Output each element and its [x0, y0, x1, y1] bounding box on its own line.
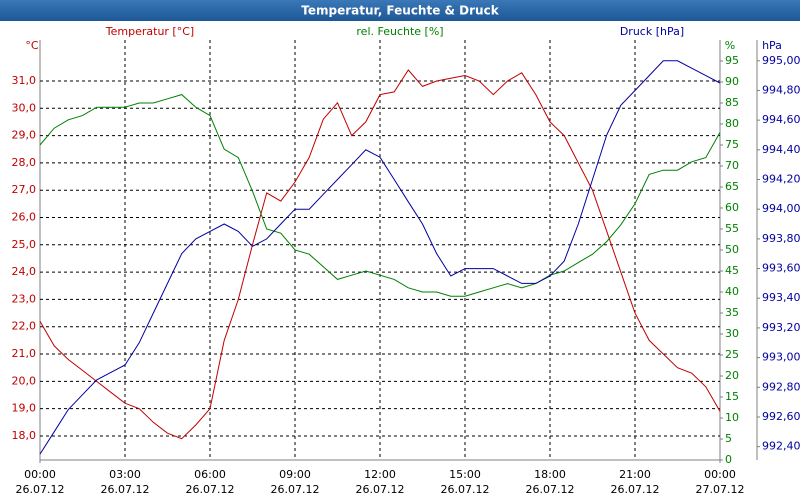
y-tick-label: 26,0 [12, 211, 37, 224]
y2-tick-label: 5 [725, 432, 732, 445]
y-tick-label: 31,0 [12, 74, 37, 87]
y2-tick-label: 55 [725, 222, 739, 235]
chart-title: Temperatur, Feuchte & Druck [301, 4, 499, 18]
x-tick-label: 03:00 [109, 468, 141, 481]
x-tick-label: 09:00 [279, 468, 311, 481]
y2-tick-label: 50 [725, 243, 739, 256]
y3-tick-label: 992,80 [762, 380, 800, 393]
y-unit: °C [25, 39, 39, 52]
y2-tick-label: 10 [725, 411, 739, 424]
x-tick-date: 26.07.12 [611, 483, 660, 496]
y-tick-label: 30,0 [12, 101, 37, 114]
x-tick-date: 26.07.12 [16, 483, 65, 496]
y-tick-label: 21,0 [12, 347, 37, 360]
y-tick-label: 25,0 [12, 238, 37, 251]
y2-tick-label: 95 [725, 54, 739, 67]
x-tick-date: 26.07.12 [356, 483, 405, 496]
y3-tick-label: 993,80 [762, 232, 800, 245]
y2-tick-label: 25 [725, 348, 739, 361]
y3-tick-label: 993,60 [762, 262, 800, 275]
y3-tick-label: 993,20 [762, 321, 800, 334]
y-tick-label: 18,0 [12, 429, 37, 442]
y2-tick-label: 0 [725, 453, 732, 466]
y-tick-label: 20,0 [12, 374, 37, 387]
y2-tick-label: 35 [725, 306, 739, 319]
y-tick-label: 24,0 [12, 265, 37, 278]
y2-tick-label: 40 [725, 285, 739, 298]
y-tick-label: 29,0 [12, 129, 37, 142]
x-tick-date: 26.07.12 [271, 483, 320, 496]
series-line [39, 69, 721, 440]
series-line [39, 94, 721, 297]
y3-tick-label: 992,60 [762, 410, 800, 423]
x-tick-date: 26.07.12 [441, 483, 490, 496]
y3-tick-label: 992,40 [762, 440, 800, 453]
y2-tick-label: 75 [725, 138, 739, 151]
y-tick-label: 27,0 [12, 183, 37, 196]
y2-tick-label: 80 [725, 117, 739, 130]
x-tick-label: 00:00 [704, 468, 736, 481]
y3-tick-label: 994,80 [762, 83, 800, 96]
y2-tick-label: 45 [725, 264, 739, 277]
x-tick-label: 00:00 [24, 468, 56, 481]
y3-tick-label: 994,60 [762, 113, 800, 126]
y2-tick-label: 70 [725, 159, 739, 172]
y3-axis-title: Druck [hPa] [620, 25, 684, 38]
series-line [39, 60, 721, 455]
y3-tick-label: 994,20 [762, 173, 800, 186]
y3-tick-label: 993,40 [762, 291, 800, 304]
x-tick-label: 15:00 [449, 468, 481, 481]
y3-unit: hPa [762, 39, 782, 52]
y2-tick-label: 90 [725, 75, 739, 88]
title-bar [0, 0, 800, 21]
y-tick-label: 19,0 [12, 402, 37, 415]
y-tick-label: 28,0 [12, 156, 37, 169]
y2-tick-label: 85 [725, 96, 739, 109]
y2-axis-title: rel. Feuchte [%] [356, 25, 443, 38]
y3-tick-label: 995,00 [762, 54, 800, 67]
y-tick-label: 22,0 [12, 320, 37, 333]
x-tick-label: 21:00 [619, 468, 651, 481]
x-tick-date: 26.07.12 [186, 483, 235, 496]
x-tick-date: 27.07.12 [696, 483, 745, 496]
y-axis-title: Temperatur [°C] [105, 25, 194, 38]
y2-tick-label: 15 [725, 390, 739, 403]
x-tick-date: 26.07.12 [526, 483, 575, 496]
y2-tick-label: 30 [725, 327, 739, 340]
y2-unit: % [725, 39, 735, 52]
x-tick-label: 18:00 [534, 468, 566, 481]
y3-tick-label: 993,00 [762, 351, 800, 364]
y3-tick-label: 994,40 [762, 143, 800, 156]
y2-tick-label: 65 [725, 180, 739, 193]
y3-tick-label: 994,00 [762, 202, 800, 215]
x-tick-date: 26.07.12 [101, 483, 150, 496]
x-tick-label: 06:00 [194, 468, 226, 481]
y-tick-label: 23,0 [12, 292, 37, 305]
y2-tick-label: 20 [725, 369, 739, 382]
x-tick-label: 12:00 [364, 468, 396, 481]
y2-tick-label: 60 [725, 201, 739, 214]
